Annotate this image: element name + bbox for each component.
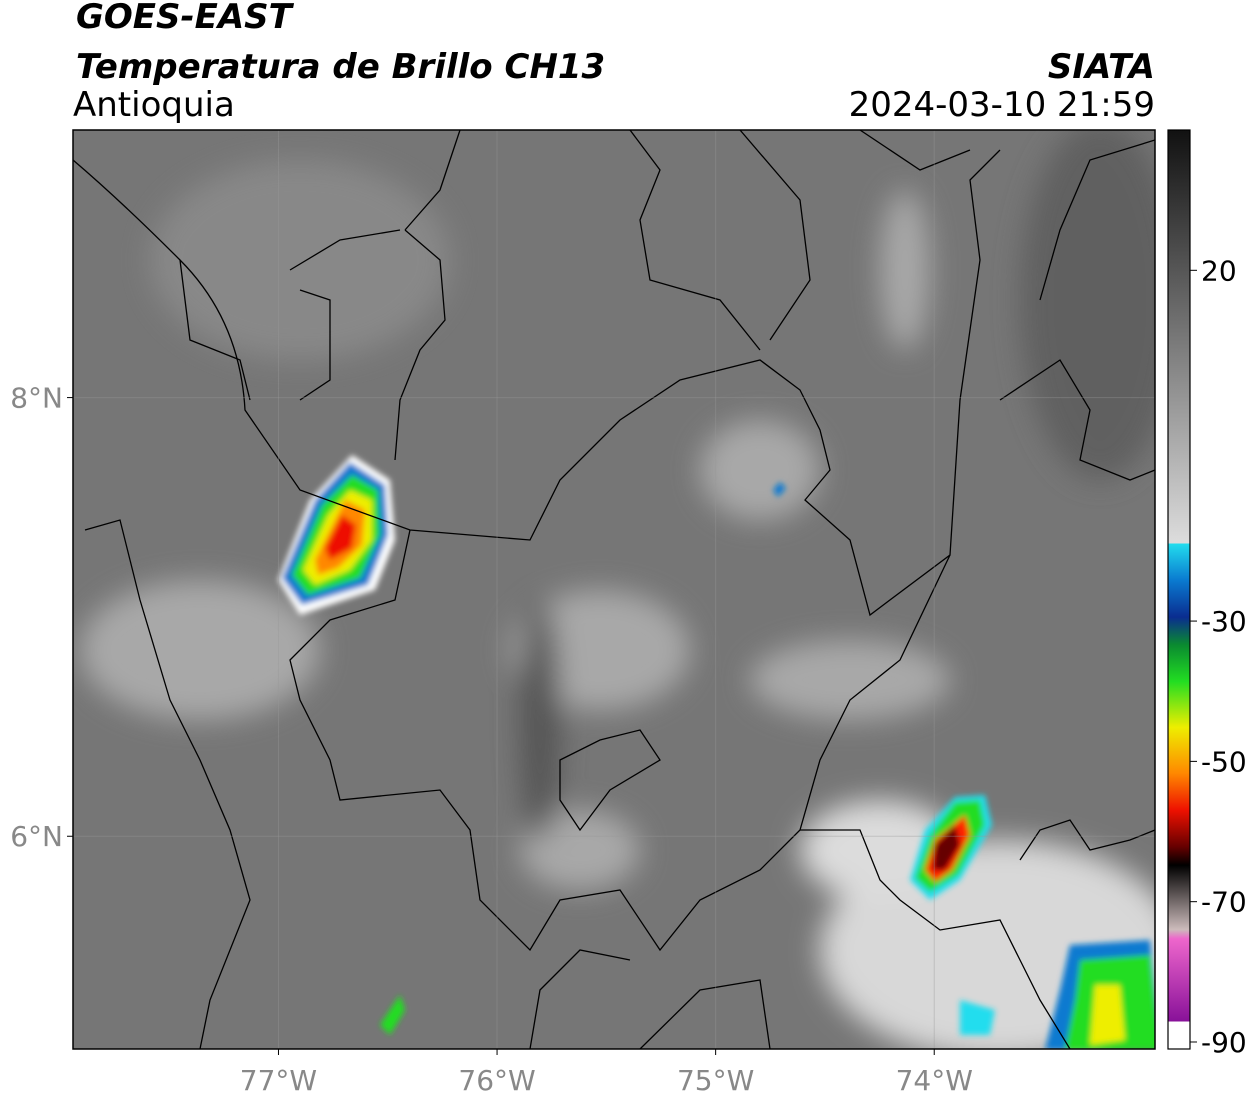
colorbar-tick-label: -90: [1201, 1026, 1247, 1059]
colorbar-tick-label: 20: [1201, 254, 1237, 287]
x-tick-label: 75°W: [677, 1064, 754, 1097]
x-tick-label: 77°W: [240, 1064, 317, 1097]
map-frame: [72, 129, 1156, 1050]
colorbar-tick-label: -50: [1201, 745, 1247, 778]
colorbar: [1167, 129, 1191, 1050]
subtitle: Temperatura de Brillo CH13: [76, 47, 605, 87]
colorbar-tick-label: -30: [1201, 605, 1247, 638]
borders: [73, 130, 1155, 1049]
region: Antioquia: [73, 85, 235, 125]
datetime: 2024-03-10 21:59: [849, 85, 1155, 125]
x-tick-label: 74°W: [896, 1064, 973, 1097]
source: SIATA: [1048, 47, 1155, 87]
y-tick-label: 8°N: [10, 382, 63, 415]
y-tick-label: 6°N: [10, 820, 63, 853]
satellite-image: [73, 130, 1155, 1049]
grid: [73, 130, 1155, 1049]
title: GOES-EAST: [76, 0, 295, 37]
colorbar-tick-label: -70: [1201, 886, 1247, 919]
x-tick-label: 76°W: [458, 1064, 535, 1097]
